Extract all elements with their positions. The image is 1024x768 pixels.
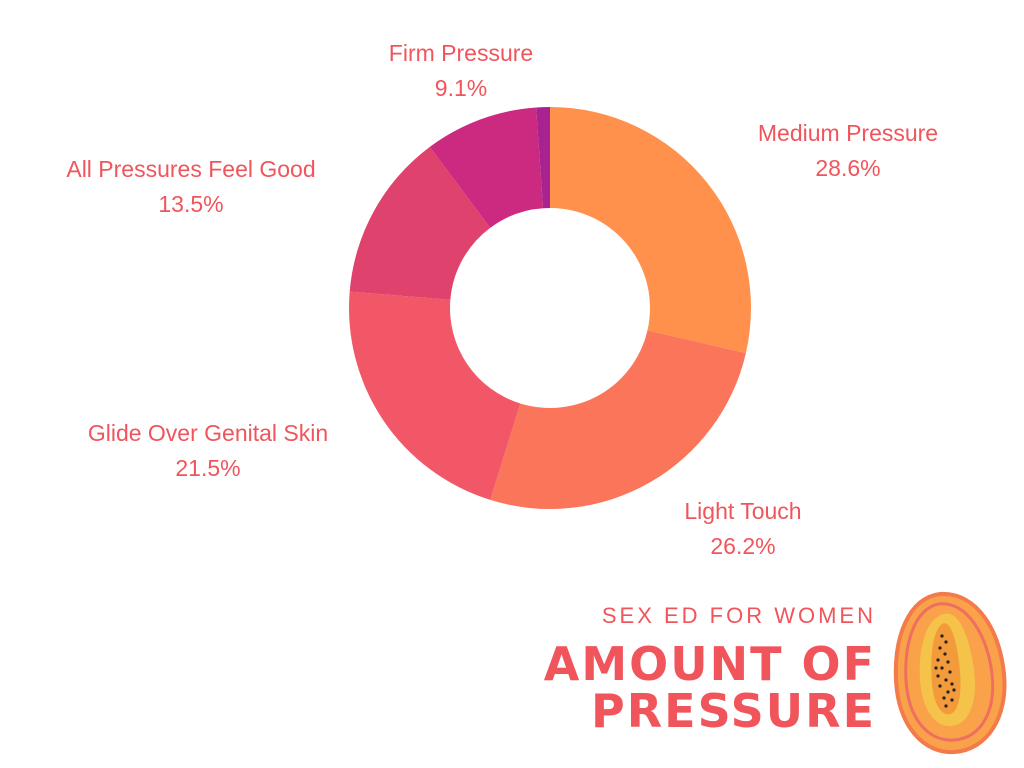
chart-title-line-2: PRESSURE <box>591 684 876 738</box>
slice-value-label: 13.5% <box>158 191 223 217</box>
brand-subtitle: SEX ED FOR WOMEN <box>601 603 876 628</box>
slice-label-group: Glide Over Genital Skin 21.5% <box>88 420 328 481</box>
slice-category-label: Firm Pressure <box>389 40 533 66</box>
branding-block: SEX ED FOR WOMEN AMOUNT OF PRESSURE <box>544 603 876 735</box>
slice-light-touch <box>490 330 746 509</box>
slice-label-group: Light Touch 26.2% <box>684 498 801 559</box>
slice-label-group: Firm Pressure 9.1% <box>389 40 533 101</box>
slice-value-label: 9.1% <box>435 75 487 101</box>
chart-title-line-1: AMOUNT OF <box>543 637 876 691</box>
slice-label-group: Medium Pressure 28.6% <box>758 120 938 181</box>
papaya-illustration <box>893 591 1007 755</box>
slice-category-label: Medium Pressure <box>758 120 938 146</box>
donut-chart: Medium Pressure 28.6% Light Touch 26.2% Glid… <box>66 40 938 559</box>
slice-category-label: Glide Over Genital Skin <box>88 420 328 446</box>
slice-value-label: 21.5% <box>175 455 240 481</box>
slice-glide-over-genital-skin <box>348 291 521 500</box>
slice-category-label: All Pressures Feel Good <box>66 156 315 182</box>
slice-value-label: 26.2% <box>710 533 775 559</box>
slice-unlabeled <box>536 107 550 209</box>
slice-all-pressures-feel-good <box>349 146 491 300</box>
slice-label-group: All Pressures Feel Good 13.5% <box>66 156 315 217</box>
slice-value-label: 28.6% <box>815 155 880 181</box>
slice-medium-pressure <box>550 107 751 354</box>
slice-category-label: Light Touch <box>684 498 801 524</box>
slice-firm-pressure <box>429 107 544 228</box>
